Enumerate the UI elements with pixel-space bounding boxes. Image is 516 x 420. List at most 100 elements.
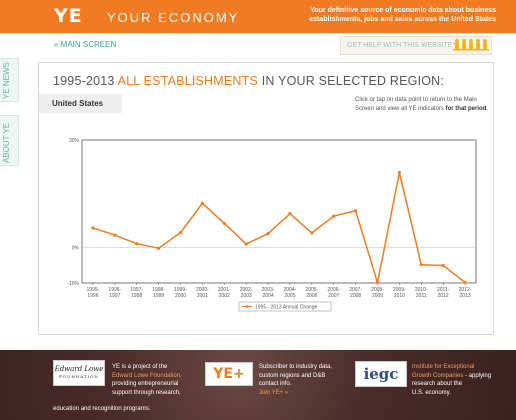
x-tick-label: 2009 — [372, 293, 383, 299]
data-point[interactable] — [244, 242, 248, 246]
footer-col3-line4: U.S. economy. — [412, 389, 451, 396]
footer-col2: Subscriber to industry data, custom regi… — [259, 363, 354, 397]
x-tick-label: 2010 — [394, 293, 405, 299]
line-chart: 30% 0% -10% 1995- 1996 1996- 1997 1997- 1998 1998… — [49, 130, 489, 325]
edward-lowe-logo[interactable]: Edward Lowe FOUNDATION — [53, 360, 105, 386]
data-point[interactable] — [135, 242, 139, 246]
ye-logo[interactable]: YE — [54, 5, 83, 27]
x-tick-label: 2004 — [262, 293, 273, 299]
x-tick-label: 1996- — [108, 287, 121, 293]
tab-ye-news-label: YE NEWS — [2, 62, 11, 99]
x-tick-label: 2001 — [197, 293, 208, 299]
region-box: United States — [39, 94, 122, 113]
x-tick-label: 2013 — [459, 293, 470, 299]
main-screen-link[interactable]: « MAIN SCREEN — [54, 40, 117, 49]
help-button-label: GET HELP WITH THIS WEBSITE — [347, 42, 453, 49]
edward-lowe-link[interactable]: Edward Lowe Foundation, — [112, 372, 182, 379]
footer-col1-line0: YE is a project of the — [112, 364, 168, 370]
title-highlight: ALL ESTABLISHMENTS — [117, 74, 259, 88]
data-point[interactable] — [397, 170, 401, 175]
footer-col2-line3: contact info. — [259, 381, 292, 387]
data-point[interactable] — [332, 214, 336, 218]
x-tick-label: 2003 — [241, 293, 252, 299]
data-point[interactable] — [200, 201, 204, 205]
x-tick-label: 2005 — [284, 293, 295, 299]
x-tick-label: 2010- — [415, 287, 428, 293]
data-point[interactable] — [463, 280, 467, 284]
iegc-logo[interactable]: iegc — [355, 361, 407, 387]
x-tick-label: 2006- — [327, 287, 340, 293]
data-point[interactable] — [310, 231, 314, 235]
x-tick-label: 2007 — [328, 293, 339, 299]
page-title: 1995-2013 ALL ESTABLISHMENTS IN YOUR SEL… — [53, 74, 444, 88]
data-point[interactable] — [178, 230, 183, 235]
footer-col1-line2: providing entrepreneurial — [112, 381, 179, 387]
footer-col1-tail: education and recognition programs. — [53, 406, 151, 412]
data-point[interactable] — [288, 212, 292, 216]
x-tick-label: 2009- — [393, 287, 406, 293]
x-tick-label: 1997 — [109, 293, 120, 299]
data-point[interactable] — [91, 226, 95, 230]
join-ye-plus-link[interactable]: Join YE+ » — [259, 389, 289, 396]
x-tick-label: 2001- — [218, 287, 231, 293]
tagline: Your definitive source of economic data … — [309, 7, 496, 23]
data-point[interactable] — [222, 221, 226, 225]
x-tick-label: 2011- — [437, 287, 450, 293]
x-tick-label: 2000- — [196, 287, 209, 293]
x-tick-label: 2000 — [175, 293, 186, 299]
legend-label: 1995 - 2013 Annual Change — [255, 304, 317, 310]
region-name: United States — [52, 99, 104, 108]
data-point[interactable] — [113, 233, 117, 237]
x-tick-label: 2011 — [416, 293, 427, 299]
iegc-link-line2[interactable]: Growth Companies — [412, 372, 464, 379]
header-bar: YE YOUR ECONOMY Your definitive source o… — [0, 0, 516, 33]
x-tick-label: 2004- — [284, 287, 297, 293]
data-point[interactable] — [157, 246, 161, 250]
tab-about-ye-label: ABOUT YE — [2, 122, 11, 163]
tab-about-ye[interactable]: ABOUT YE — [0, 115, 19, 166]
el-logo-sub: FOUNDATION — [59, 374, 99, 379]
x-tick-label: 2008 — [350, 293, 361, 299]
footer: Edward Lowe FOUNDATION YE is a project o… — [0, 350, 516, 420]
footer-col3-line3: - applying research about the — [412, 372, 492, 388]
x-tick-label: 2002 — [219, 293, 230, 299]
series-line — [92, 171, 466, 284]
tab-ye-news[interactable]: YE NEWS — [0, 58, 19, 102]
instructions-end: . — [486, 105, 488, 112]
x-tick-label: 1999- — [174, 287, 187, 293]
y-tick-label: 0% — [72, 245, 80, 251]
instructions-bold: for that period — [445, 105, 487, 112]
x-tick-label: 1998 — [131, 293, 142, 299]
x-tick-label: 2008- — [371, 287, 384, 293]
title-suffix: IN YOUR SELECTED REGION: — [258, 74, 445, 88]
chart-svg: 30% 0% -10% 1995-1996 1996-1997 1997-1998 1998… — [67, 138, 477, 312]
footer-col2-line1: Subscriber to industry data, — [259, 364, 333, 370]
x-tick-label: 2012- — [459, 287, 472, 293]
iegc-link-line1[interactable]: Institute for Exceptional — [412, 364, 475, 370]
data-point[interactable] — [419, 263, 423, 267]
x-tick-label: 2007- — [349, 287, 362, 293]
x-tick-label: 1996 — [87, 293, 98, 299]
data-point[interactable] — [266, 232, 270, 236]
help-button[interactable]: GET HELP WITH THIS WEBSITE — [340, 36, 492, 55]
x-tick-label: 2006 — [306, 293, 317, 299]
legend-marker — [245, 305, 249, 308]
footer-col1: YE is a project of the Edward Lowe Found… — [112, 363, 202, 397]
x-tick-label: 2005- — [305, 287, 318, 293]
footer-col2-line2: custom regions and D&B — [259, 372, 326, 379]
people-icon — [453, 39, 489, 51]
data-point[interactable] — [441, 263, 445, 268]
x-tick-label: 1995- — [87, 287, 100, 293]
x-tick-label: 2002- — [240, 287, 253, 293]
x-tick-label: 2012 — [438, 293, 449, 299]
instructions-text: Click or tap on data point to return to … — [355, 97, 477, 112]
el-logo-name: Edward Lowe — [54, 365, 104, 373]
footer-col1-line3: support through research, — [112, 389, 181, 396]
data-point[interactable] — [375, 281, 380, 285]
ye-plus-logo[interactable]: YE+ — [205, 362, 253, 386]
y-tick-label: 30% — [69, 138, 80, 144]
x-tick-label: 1999 — [153, 293, 164, 299]
data-point[interactable] — [354, 209, 358, 213]
brand-name[interactable]: YOUR ECONOMY — [107, 10, 240, 25]
